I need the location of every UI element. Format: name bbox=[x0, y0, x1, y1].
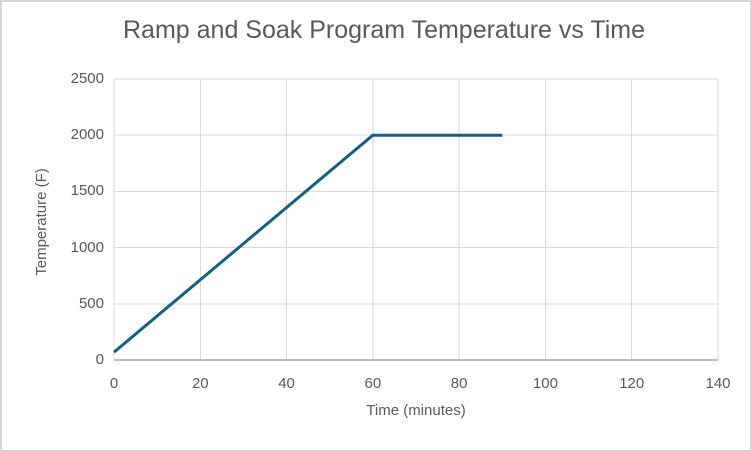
series-line-program-temperature bbox=[113, 133, 503, 354]
y-tick-label-500: 500 bbox=[78, 294, 104, 312]
chart-title: Ramp and Soak Program Temperature vs Tim… bbox=[123, 16, 645, 44]
y-tick-label-2500: 2500 bbox=[70, 70, 104, 87]
x-axis-title: Time (minutes) bbox=[366, 402, 466, 419]
y-tick-label-0: 0 bbox=[95, 351, 104, 368]
x-tick-label-120: 120 bbox=[619, 375, 645, 392]
y-tick-label-1500: 1500 bbox=[70, 182, 104, 200]
x-tick-label-140: 140 bbox=[705, 375, 731, 392]
x-tick-label-80: 80 bbox=[450, 375, 468, 392]
x-tick-label-60: 60 bbox=[364, 375, 382, 392]
plot-svg bbox=[113, 78, 719, 361]
y-tick-label-1000: 1000 bbox=[70, 238, 104, 256]
x-tick-label-0: 0 bbox=[109, 375, 119, 392]
y-tick-label-2000: 2000 bbox=[70, 126, 104, 144]
x-tick-label-20: 20 bbox=[191, 375, 209, 392]
x-tick-label-40: 40 bbox=[278, 375, 295, 392]
x-tick-label-100: 100 bbox=[532, 375, 558, 392]
plot-area bbox=[113, 78, 719, 361]
